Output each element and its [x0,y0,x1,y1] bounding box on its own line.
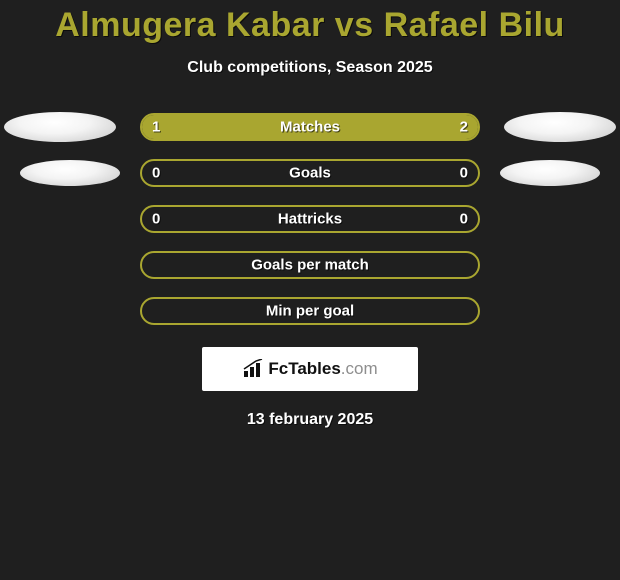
player-marker-left [20,160,120,186]
subtitle: Club competitions, Season 2025 [0,59,620,77]
comparison-card: Almugera Kabar vs Rafael Bilu Club compe… [0,0,620,429]
stat-value-right: 0 [460,165,468,182]
stat-row: 0 0 Hattricks [0,205,620,233]
logo-chart-icon [242,359,264,379]
stat-label: Min per goal [266,303,354,320]
stat-label: Matches [280,119,340,136]
stat-value-left: 1 [152,119,160,136]
date-text: 13 february 2025 [0,411,620,429]
logo-text-main: FcTables [268,359,340,378]
stat-value-right: 2 [460,119,468,136]
logo-text-suffix: .com [341,359,378,378]
stat-value-left: 0 [152,165,160,182]
stat-row: Goals per match [0,251,620,279]
stat-row: 0 0 Goals [0,159,620,187]
stat-row: 1 2 Matches [0,113,620,141]
player-marker-left [4,112,116,142]
stat-label: Hattricks [278,211,342,228]
player-marker-right [500,160,600,186]
page-title: Almugera Kabar vs Rafael Bilu [0,6,620,45]
stat-bar: Min per goal [140,297,480,325]
stat-label: Goals [289,165,331,182]
stat-bar: 0 0 Goals [140,159,480,187]
logo-box: FcTables.com [202,347,418,391]
stat-value-right: 0 [460,211,468,228]
player-marker-right [504,112,616,142]
stat-bar: 1 2 Matches [140,113,480,141]
stat-bar: 0 0 Hattricks [140,205,480,233]
stat-label: Goals per match [251,257,369,274]
logo-text: FcTables.com [268,359,377,379]
stat-rows: 1 2 Matches 0 0 Goals 0 0 Hattricks Goals per mat… [0,113,620,325]
stat-value-left: 0 [152,211,160,228]
stat-row: Min per goal [0,297,620,325]
stat-bar: Goals per match [140,251,480,279]
